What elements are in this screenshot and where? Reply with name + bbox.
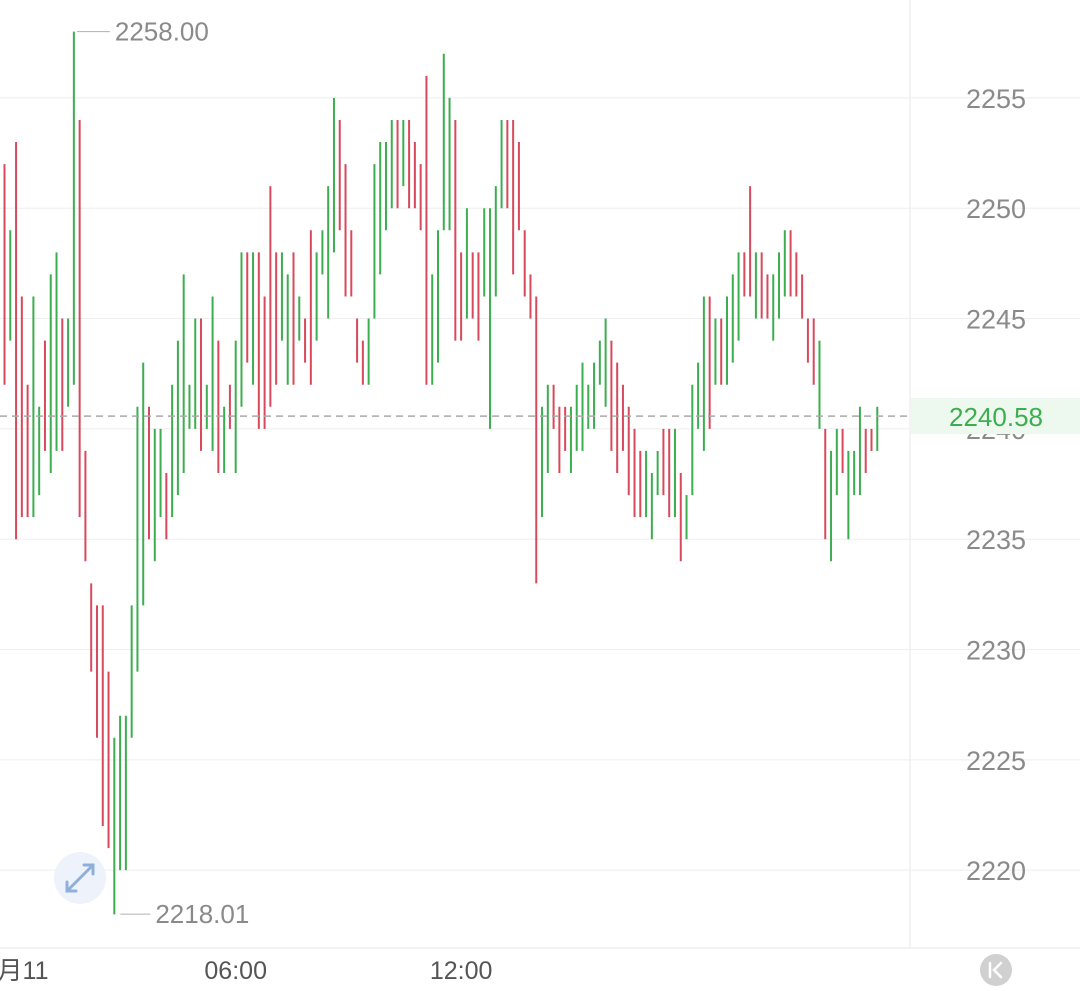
y-tick-label: 2225 [966,746,1026,776]
price-axis: 22552250224522402235223022252220 [966,84,1026,886]
current-price-label: 2240.58 [949,402,1043,432]
y-tick-label: 2230 [966,636,1026,666]
grid-lines [0,0,1080,949]
current-price-line: 2240.58 [0,398,1080,435]
y-tick-label: 2250 [966,194,1026,224]
time-axis: 4月11 06:00 12:00 [0,957,492,985]
x-tick-label: 06:00 [204,957,267,985]
y-tick-label: 2235 [966,525,1026,555]
x-tick-label: 4月11 [0,957,48,985]
expand-arrows-icon [65,863,95,893]
x-tick-label: 12:00 [430,957,493,985]
low-marker-label: 2218.01 [155,899,249,929]
skip-back-icon [988,961,1003,979]
current-price-tag [911,398,1080,435]
y-tick-label: 2255 [966,84,1026,114]
expand-button[interactable] [54,852,106,904]
high-marker-label: 2258.00 [115,17,209,47]
scroll-to-start-button[interactable] [980,954,1012,986]
y-tick-label: 2245 [966,305,1026,335]
y-tick-label: 2220 [966,856,1026,886]
ohlc-bars [3,31,879,915]
extreme-markers: 2258.00 2218.01 [76,17,249,929]
